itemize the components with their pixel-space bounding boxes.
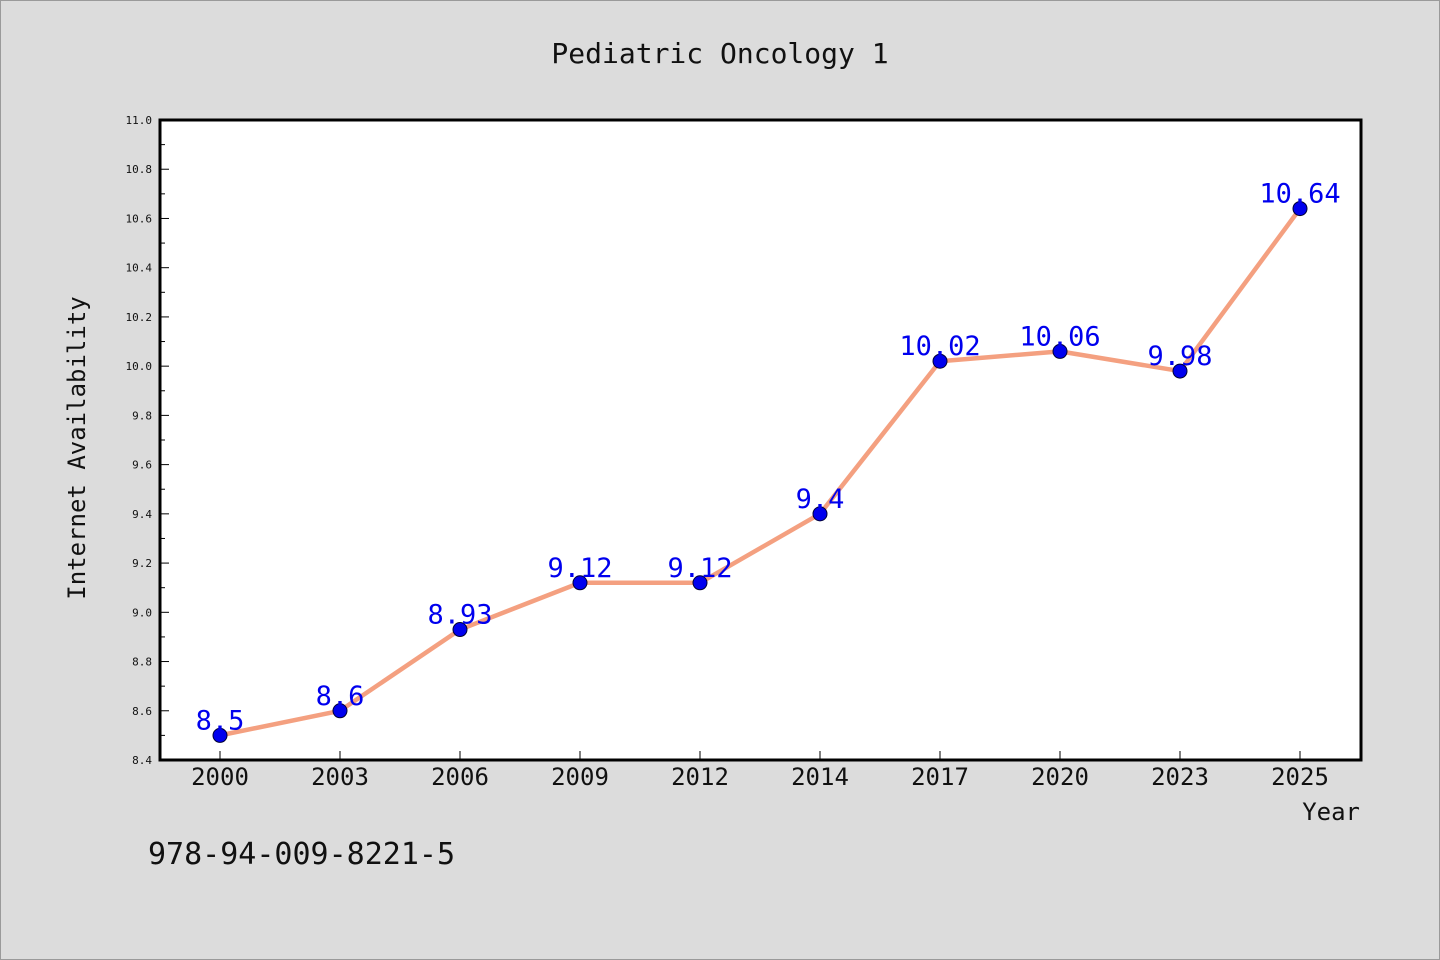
x-tick-label: 2023 xyxy=(1151,763,1209,791)
data-label: 8.5 xyxy=(196,705,245,736)
x-tick-label: 2003 xyxy=(311,763,369,791)
y-tick-label: 9.0 xyxy=(132,606,152,619)
y-tick-label: 8.4 xyxy=(132,754,152,767)
y-tick-label: 9.8 xyxy=(132,409,152,422)
x-tick-label: 2020 xyxy=(1031,763,1089,791)
x-tick-label: 2000 xyxy=(191,763,249,791)
plot-area xyxy=(158,118,1363,762)
data-point xyxy=(332,703,348,719)
data-label: 8.6 xyxy=(316,681,365,712)
data-point xyxy=(932,353,948,369)
y-tick-label: 8.6 xyxy=(132,705,152,718)
x-axis-label: Year xyxy=(1302,798,1360,826)
x-tick-label: 2009 xyxy=(551,763,609,791)
x-tick-label: 2006 xyxy=(431,763,489,791)
y-tick-label: 9.6 xyxy=(132,459,152,472)
y-tick-label: 9.2 xyxy=(132,557,152,570)
y-tick-label: 8.8 xyxy=(132,656,152,669)
data-label: 10.64 xyxy=(1259,179,1340,210)
data-markers xyxy=(212,201,1308,743)
data-label: 10.02 xyxy=(899,331,980,362)
data-label: 9.12 xyxy=(667,553,732,584)
data-point xyxy=(692,575,708,591)
data-label: 8.93 xyxy=(427,600,492,631)
y-tick-label: 10.4 xyxy=(126,262,153,275)
data-point xyxy=(1052,343,1068,359)
x-tick-label: 2012 xyxy=(671,763,729,791)
y-axis: 8.4 8.6 8.8 9.0 9.2 9.4 9.6 9.8 10.0 10.2 10.4 10.6… xyxy=(126,114,169,767)
x-tick-label: 2014 xyxy=(791,763,849,791)
y-tick-label: 10.6 xyxy=(126,212,153,225)
series-line xyxy=(217,206,1303,738)
data-label: 10.06 xyxy=(1019,321,1100,352)
data-label: 9.98 xyxy=(1147,341,1212,372)
data-point xyxy=(452,622,468,638)
data-point xyxy=(812,506,828,522)
data-point xyxy=(212,727,228,743)
data-point xyxy=(1172,363,1188,379)
x-axis: 2000 2003 2006 2009 2012 2014 2017 2020 2023 2025 xyxy=(191,751,1329,791)
data-point xyxy=(1292,201,1308,217)
y-tick-label: 10.2 xyxy=(126,311,153,324)
data-point xyxy=(572,575,588,591)
y-tick-label: 10.0 xyxy=(126,360,153,373)
y-axis-label: Internet Availability xyxy=(63,296,91,599)
isbn-text: 978-94-009-8221-5 xyxy=(148,837,455,872)
data-labels: 8.5 8.6 8.93 9.12 9.12 9.4 10.02 10.06 9.98 10.64 xyxy=(196,179,1341,737)
data-label: 9.12 xyxy=(547,553,612,584)
data-label: 9.4 xyxy=(796,484,845,515)
y-tick-label: 9.4 xyxy=(132,508,152,521)
chart-title: Pediatric Oncology 1 xyxy=(551,37,888,70)
x-tick-label: 2017 xyxy=(911,763,969,791)
y-tick-label: 11.0 xyxy=(126,114,153,127)
y-tick-label: 10.8 xyxy=(126,163,153,176)
x-tick-label: 2025 xyxy=(1271,763,1329,791)
